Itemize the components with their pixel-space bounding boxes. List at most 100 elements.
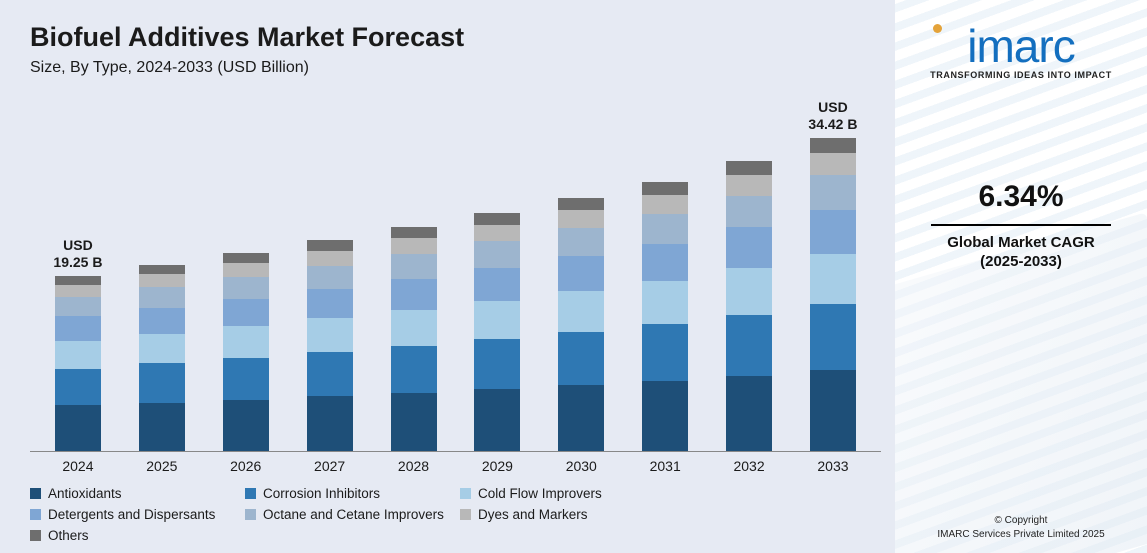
bar-stack bbox=[223, 253, 269, 451]
bar-stack bbox=[139, 265, 185, 451]
bar-seg-others bbox=[223, 253, 269, 263]
legend-swatch-icon bbox=[30, 509, 41, 520]
copyright: © Copyright IMARC Services Private Limit… bbox=[895, 514, 1147, 541]
bar-seg-detergents bbox=[391, 279, 437, 310]
bar-2033: USD 34.42 B bbox=[793, 99, 873, 451]
bar-2027 bbox=[290, 236, 370, 451]
bar-seg-coldflow bbox=[55, 341, 101, 369]
bar-seg-coldflow bbox=[223, 326, 269, 358]
bar-seg-corrosion bbox=[307, 352, 353, 396]
bar-seg-coldflow bbox=[139, 334, 185, 364]
bar-seg-coldflow bbox=[810, 254, 856, 304]
bar-seg-dyes bbox=[139, 274, 185, 287]
bar-2029 bbox=[457, 209, 537, 451]
legend-swatch-icon bbox=[30, 488, 41, 499]
bar-seg-antioxidants bbox=[726, 376, 772, 452]
legend-swatch-icon bbox=[245, 488, 256, 499]
bar-seg-corrosion bbox=[55, 369, 101, 406]
bar-seg-corrosion bbox=[810, 304, 856, 370]
x-tick: 2030 bbox=[541, 458, 621, 474]
cagr-divider bbox=[931, 224, 1111, 226]
legend-label: Detergents and Dispersants bbox=[48, 507, 215, 522]
legend: AntioxidantsCorrosion InhibitorsCold Flo… bbox=[30, 486, 881, 543]
bar-seg-octane bbox=[726, 196, 772, 228]
bar-stack bbox=[726, 161, 772, 451]
bar-stack bbox=[642, 182, 688, 451]
bar-stack bbox=[55, 276, 101, 451]
legend-swatch-icon bbox=[460, 509, 471, 520]
bar-seg-detergents bbox=[223, 299, 269, 327]
cagr-block: 6.34% Global Market CAGR (2025-2033) bbox=[931, 180, 1111, 270]
legend-item-antioxidants: Antioxidants bbox=[30, 486, 245, 501]
cagr-value: 6.34% bbox=[931, 180, 1111, 214]
side-bg-pattern bbox=[895, 0, 1147, 553]
x-axis: 2024202520262027202820292030203120322033 bbox=[30, 452, 881, 474]
legend-label: Dyes and Markers bbox=[478, 507, 588, 522]
bar-seg-corrosion bbox=[391, 346, 437, 393]
x-tick: 2033 bbox=[793, 458, 873, 474]
bar-seg-dyes bbox=[307, 251, 353, 266]
bar-seg-antioxidants bbox=[139, 403, 185, 451]
bar-seg-corrosion bbox=[474, 339, 520, 389]
bar-2025 bbox=[122, 261, 202, 451]
bar-seg-coldflow bbox=[391, 310, 437, 346]
bar-seg-dyes bbox=[558, 210, 604, 228]
bar-seg-dyes bbox=[55, 285, 101, 297]
bar-seg-octane bbox=[391, 254, 437, 279]
x-tick: 2031 bbox=[625, 458, 705, 474]
legend-label: Octane and Cetane Improvers bbox=[263, 507, 444, 522]
x-tick: 2026 bbox=[206, 458, 286, 474]
bar-seg-antioxidants bbox=[307, 396, 353, 451]
bar-seg-detergents bbox=[474, 268, 520, 301]
bar-seg-octane bbox=[55, 297, 101, 316]
bar-seg-octane bbox=[642, 214, 688, 244]
legend-item-others: Others bbox=[30, 528, 245, 543]
bar-seg-dyes bbox=[223, 263, 269, 277]
chart-subtitle: Size, By Type, 2024-2033 (USD Billion) bbox=[30, 59, 881, 77]
bar-seg-others bbox=[726, 161, 772, 176]
bar-seg-dyes bbox=[391, 238, 437, 254]
bar-seg-coldflow bbox=[307, 318, 353, 352]
bar-seg-antioxidants bbox=[810, 370, 856, 451]
x-tick: 2027 bbox=[290, 458, 370, 474]
bar-seg-others bbox=[55, 276, 101, 285]
logo-wordmark: imarc bbox=[930, 26, 1112, 67]
bar-seg-others bbox=[642, 182, 688, 195]
bar-seg-antioxidants bbox=[642, 381, 688, 451]
side-panel: imarc TRANSFORMING IDEAS INTO IMPACT 6.3… bbox=[895, 0, 1147, 553]
bar-2026 bbox=[206, 249, 286, 451]
chart-title: Biofuel Additives Market Forecast bbox=[30, 22, 881, 53]
bar-seg-detergents bbox=[307, 289, 353, 318]
bar-seg-dyes bbox=[474, 225, 520, 242]
bar-seg-coldflow bbox=[642, 281, 688, 324]
bar-callout: USD 34.42 B bbox=[808, 99, 857, 134]
legend-label: Others bbox=[48, 528, 89, 543]
legend-item-corrosion: Corrosion Inhibitors bbox=[245, 486, 460, 501]
bar-seg-others bbox=[307, 240, 353, 251]
bar-seg-dyes bbox=[642, 195, 688, 214]
x-tick: 2025 bbox=[122, 458, 202, 474]
bar-seg-octane bbox=[139, 287, 185, 307]
bar-callout: USD 19.25 B bbox=[53, 237, 102, 272]
logo-text: imarc bbox=[967, 20, 1074, 72]
logo-dot-icon bbox=[933, 24, 942, 33]
legend-label: Antioxidants bbox=[48, 486, 122, 501]
bar-seg-corrosion bbox=[642, 324, 688, 381]
bar-seg-others bbox=[391, 227, 437, 238]
bar-seg-corrosion bbox=[223, 358, 269, 400]
bar-stack bbox=[391, 227, 437, 451]
bar-2028 bbox=[374, 223, 454, 451]
bar-seg-octane bbox=[474, 241, 520, 267]
brand-logo: imarc TRANSFORMING IDEAS INTO IMPACT bbox=[930, 26, 1112, 80]
copyright-line-2: IMARC Services Private Limited 2025 bbox=[895, 528, 1147, 542]
x-tick: 2032 bbox=[709, 458, 789, 474]
x-tick: 2028 bbox=[374, 458, 454, 474]
cagr-label-1: Global Market CAGR bbox=[931, 234, 1111, 251]
bar-stack bbox=[810, 138, 856, 451]
legend-item-dyes: Dyes and Markers bbox=[460, 507, 675, 522]
legend-swatch-icon bbox=[30, 530, 41, 541]
bar-seg-corrosion bbox=[139, 363, 185, 402]
bar-seg-antioxidants bbox=[558, 385, 604, 451]
bar-seg-octane bbox=[223, 277, 269, 299]
bar-seg-corrosion bbox=[558, 332, 604, 385]
